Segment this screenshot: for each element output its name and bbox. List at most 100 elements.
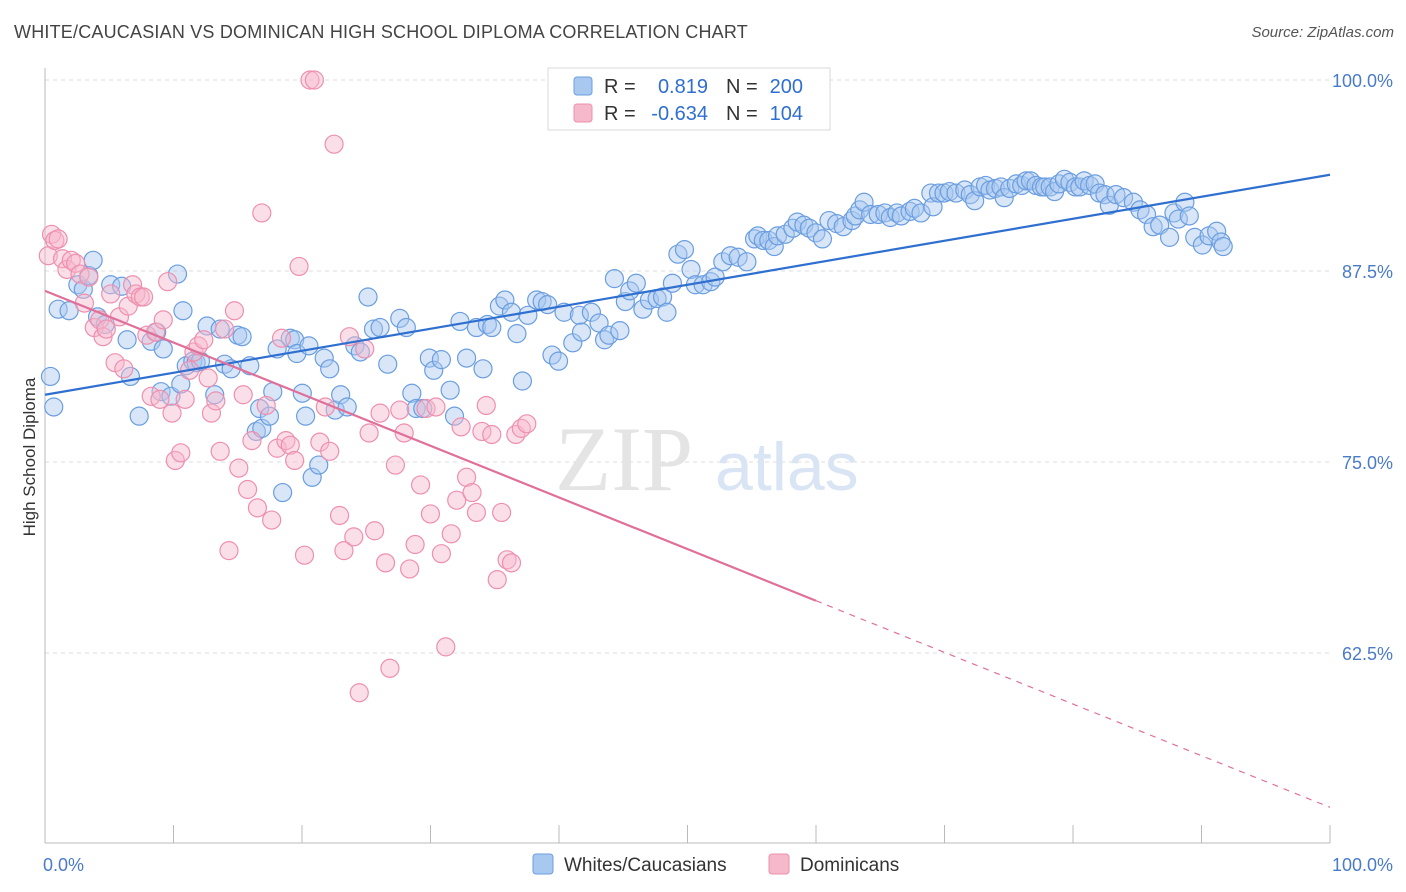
data-point: [495, 290, 515, 310]
data-point: [444, 406, 465, 426]
data-point: [482, 317, 502, 338]
data-point: [48, 229, 68, 249]
watermark-zip: ZIP: [555, 408, 693, 510]
data-point: [173, 301, 193, 321]
data-point: [476, 395, 496, 416]
data-point: [344, 527, 364, 547]
bottom-legend-label-dominicans: Dominicans: [800, 855, 899, 876]
data-point: [939, 181, 960, 202]
data-point: [426, 397, 446, 417]
data-point: [420, 504, 441, 524]
trend-line: [44, 173, 1331, 396]
data-point: [419, 348, 439, 368]
data-point: [854, 192, 874, 212]
data-point: [385, 455, 405, 475]
data-point: [83, 250, 103, 270]
data-point: [271, 328, 292, 348]
legend-n-label-whites: N =: [726, 76, 758, 98]
bottom-legend-swatch-dominicans: [768, 853, 790, 875]
legend-r-label-whites: R =: [604, 76, 636, 98]
data-point: [487, 570, 507, 590]
data-point: [324, 134, 344, 154]
data-point: [501, 302, 522, 322]
data-point: [507, 324, 527, 344]
data-point: [375, 553, 396, 573]
data-point: [252, 203, 272, 223]
data-point: [229, 458, 249, 478]
data-point: [44, 397, 64, 417]
bottom-legend: Whites/Caucasians Dominicans: [532, 853, 899, 876]
y-tick-label: 75.0%: [1342, 453, 1393, 473]
data-point: [599, 325, 619, 345]
data-point: [289, 256, 309, 277]
data-point: [201, 403, 222, 423]
data-point: [294, 545, 315, 565]
data-point: [406, 398, 426, 419]
legend-n-value-dominicans: 104: [770, 103, 803, 125]
data-point: [151, 382, 171, 402]
data-point: [304, 70, 324, 90]
data-point: [400, 559, 420, 579]
data-point: [1113, 188, 1134, 208]
data-point: [224, 301, 245, 321]
data-point: [280, 435, 300, 455]
data-point: [1085, 174, 1105, 194]
data-point: [171, 443, 191, 463]
data-point: [492, 502, 512, 523]
data-point: [171, 374, 191, 394]
legend-n-value-whites: 200: [770, 76, 803, 98]
data-point: [764, 236, 784, 257]
data-point: [117, 330, 137, 350]
data-point: [237, 479, 258, 500]
data-point: [657, 302, 677, 322]
data-point: [759, 230, 779, 251]
data-point: [66, 253, 86, 273]
data-point: [349, 683, 369, 703]
data-point: [355, 339, 375, 359]
data-point: [219, 541, 239, 561]
data-point: [206, 391, 226, 411]
data-point: [259, 406, 280, 426]
data-point: [581, 302, 602, 322]
legend-r-value-dominicans: -0.634: [651, 103, 708, 125]
data-point: [285, 450, 305, 471]
data-point: [210, 319, 230, 339]
data-point: [604, 269, 625, 289]
data-point: [194, 330, 214, 350]
data-point: [410, 475, 431, 495]
data-point: [320, 441, 340, 461]
data-point: [273, 482, 293, 503]
data-point: [431, 350, 451, 370]
data-point: [300, 70, 320, 90]
data-point: [233, 385, 253, 405]
x-tick-label: 100.0%: [1332, 855, 1393, 875]
data-point: [501, 553, 522, 573]
data-point: [246, 421, 266, 442]
legend-r-label-dominicans: R =: [604, 103, 636, 125]
y-tick-labels: 62.5% 75.0% 87.5% 100.0%: [1332, 71, 1393, 664]
data-point: [1035, 177, 1055, 197]
data-point: [210, 441, 230, 461]
data-point: [232, 327, 252, 347]
data-point: [753, 230, 773, 251]
data-point: [473, 359, 493, 379]
data-point: [262, 510, 282, 530]
data-point: [331, 385, 351, 405]
data-point: [378, 354, 398, 374]
data-point: [436, 637, 456, 657]
data-point: [334, 541, 354, 561]
data-point: [302, 467, 322, 487]
data-point: [359, 423, 379, 443]
data-point: [242, 431, 262, 451]
data-point: [1159, 227, 1180, 247]
data-point: [440, 380, 460, 400]
data-point: [911, 203, 931, 223]
data-point: [737, 252, 757, 272]
data-point: [167, 264, 188, 284]
data-point: [175, 389, 195, 409]
data-point: [994, 188, 1014, 208]
legend-swatch-dominicans: [573, 103, 593, 123]
data-point: [162, 403, 182, 423]
legend-swatch-whites: [573, 76, 593, 96]
data-point: [40, 366, 61, 387]
